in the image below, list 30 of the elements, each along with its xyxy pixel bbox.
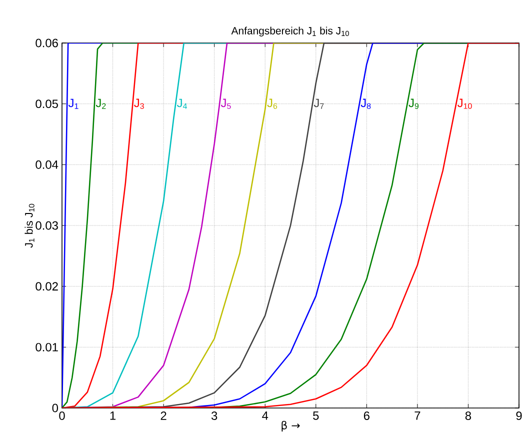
series-label: J$_{7}$: [314, 98, 324, 109]
y-tick-label: 0.02: [36, 282, 58, 291]
y-tick-label: 0.04: [36, 160, 58, 169]
x-tick-label: 6: [364, 412, 370, 420]
series-label: J$_{1}$: [68, 98, 78, 109]
x-tick-label: 9: [516, 412, 522, 420]
x-tick-label: 2: [160, 412, 166, 420]
x-tick-label: 8: [465, 412, 472, 420]
y-axis-title: J$_{1}$ bis J$_{10}$: [24, 204, 34, 248]
series-label: J$_{5}$: [220, 98, 231, 109]
series-label: J$_{10}$: [458, 98, 472, 109]
y-tick-label: 0.01: [36, 342, 58, 352]
x-tick-label: 7: [414, 412, 420, 420]
y-tick-label: 0: [52, 404, 58, 412]
series-label: J$_{8}$: [360, 98, 371, 109]
x-tick-label: 1: [110, 412, 116, 420]
y-tick-label: 0.06: [36, 38, 58, 48]
chart-title: Anfangsbereich J$_{1}$ bis J$_{10}$: [231, 26, 349, 36]
series-label: J$_{3}$: [134, 98, 144, 109]
y-tick-label: 0.05: [36, 100, 58, 108]
series-label: J$_{9}$: [408, 98, 419, 109]
series-label: J$_{2}$: [96, 98, 106, 109]
x-tick-label: 0: [59, 412, 65, 420]
x-tick-label: 3: [211, 412, 218, 420]
series-label: J$_{4}$: [176, 98, 187, 109]
x-tick-label: 5: [313, 412, 319, 420]
x-axis-title: β →: [282, 420, 300, 432]
y-tick-label: 0.03: [36, 221, 58, 230]
x-tick-label: 4: [262, 412, 268, 420]
series-label: J$_{6}$: [267, 98, 278, 109]
